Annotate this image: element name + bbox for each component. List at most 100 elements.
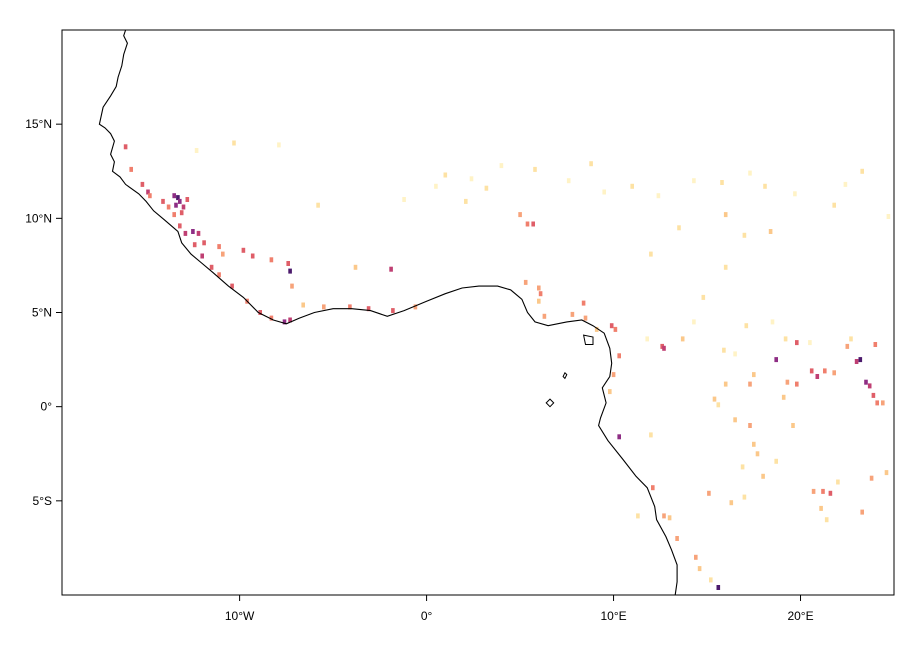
raster-pixel (594, 326, 599, 332)
raster-pixel (770, 319, 775, 325)
raster-pixel (662, 345, 666, 351)
raster-pixel (761, 473, 765, 479)
raster-pixel (636, 513, 640, 519)
raster-pixel (836, 479, 840, 485)
raster-pixel (720, 180, 724, 185)
raster-pixel (583, 315, 588, 321)
raster-pixel (537, 298, 541, 304)
raster-pixel (537, 285, 541, 291)
raster-pixel (815, 374, 820, 379)
raster-pixel (712, 396, 717, 402)
raster-pixel (217, 244, 221, 250)
raster-pixel (196, 230, 201, 236)
raster-pixel (729, 500, 734, 506)
raster-pixel (232, 140, 236, 146)
raster-pixel (723, 381, 728, 387)
raster-pixel (581, 300, 586, 306)
raster-pixel (209, 264, 214, 270)
raster-pixel (774, 357, 778, 363)
raster-pixel (768, 229, 773, 234)
raster-pixel (464, 198, 468, 204)
raster-pixel (781, 394, 786, 400)
raster-pixel (860, 168, 864, 174)
raster-pixel (697, 566, 702, 572)
raster-pixel (785, 379, 790, 385)
raster-pixel (348, 304, 352, 310)
raster-pixel (808, 340, 812, 346)
y-tick-label: 0° (41, 400, 53, 414)
raster-pixel (742, 232, 747, 238)
raster-pixel (185, 197, 190, 202)
raster-pixel (258, 310, 262, 315)
raster-pixel (181, 204, 186, 210)
raster-pixel (845, 343, 850, 349)
raster-pixel (694, 554, 698, 560)
raster-pixel (531, 221, 535, 227)
raster-pixel (869, 475, 874, 481)
raster-pixel (484, 185, 489, 191)
raster-pixel (744, 323, 749, 329)
raster-pixel (290, 283, 294, 289)
raster-pixel (854, 359, 859, 364)
raster-pixel (525, 221, 530, 227)
raster-pixel (499, 163, 504, 169)
raster-pixel (645, 336, 649, 342)
raster-pixel (322, 304, 326, 310)
raster-pixel (301, 302, 305, 308)
raster-pixel (282, 319, 287, 325)
x-tick-label: 20°E (787, 609, 813, 623)
y-tick-label: 5°S (33, 494, 52, 508)
raster-pixel (860, 509, 864, 515)
y-axis: 15°N 10°N 5°N 0° 5°S (25, 117, 62, 508)
raster-pixel (391, 308, 395, 314)
raster-pixel (617, 353, 621, 359)
raster-pixel (733, 417, 737, 423)
raster-pixel (871, 392, 876, 398)
raster-pixel (828, 490, 833, 496)
raster-pixel (611, 372, 616, 378)
raster-pixel (602, 189, 606, 195)
raster-pixel (269, 315, 274, 321)
raster-pixel (656, 193, 661, 199)
raster-pixel (161, 198, 165, 204)
raster-pixel (630, 183, 634, 189)
raster-pixel (288, 268, 292, 274)
raster-pixel (662, 513, 666, 519)
raster-pixel (692, 319, 696, 325)
raster-pixel (748, 170, 752, 176)
raster-pixel (146, 189, 150, 195)
raster-pixel (723, 212, 728, 218)
raster-pixel (178, 198, 182, 204)
raster-pixel (886, 214, 891, 219)
raster-pixel (166, 204, 171, 210)
raster-pixel (230, 283, 234, 289)
raster-pixel (469, 176, 474, 182)
x-tick-label: 10°W (225, 609, 255, 623)
raster-pixel (824, 517, 829, 523)
raster-pixel (413, 304, 418, 310)
raster-pixel (434, 183, 438, 189)
raster-pixel (709, 577, 713, 583)
raster-pixel (608, 389, 612, 395)
raster-pixel (518, 212, 522, 218)
raster-pixel (613, 326, 618, 332)
raster-pixel (733, 351, 737, 357)
raster-pixel (286, 261, 290, 266)
raster-pixel (217, 272, 221, 278)
raster-pixel (843, 181, 848, 187)
raster-pixel (783, 336, 788, 342)
raster-pixel (742, 494, 747, 500)
raster-pixel (172, 212, 176, 218)
raster-pixel (716, 585, 721, 590)
raster-pixel (353, 264, 358, 270)
raster-pixel (875, 400, 879, 406)
raster-pixel (763, 183, 767, 189)
raster-pixel (867, 383, 872, 389)
coastline-layer (98, 29, 678, 596)
raster-pixel (221, 251, 225, 257)
raster-pixel (241, 247, 246, 253)
raster-pixel (864, 379, 868, 385)
raster-pixel (609, 323, 614, 329)
raster-pixel (716, 402, 721, 408)
raster-pixel (795, 340, 799, 346)
